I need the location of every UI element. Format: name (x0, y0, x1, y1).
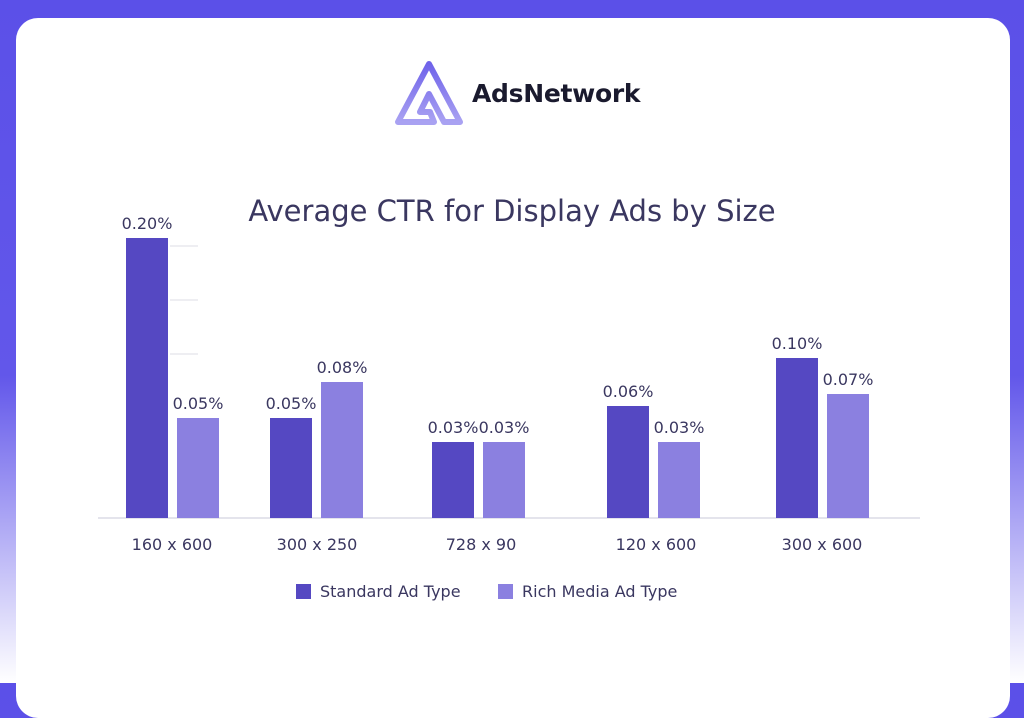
x-tick-label: 300 x 250 (277, 535, 358, 554)
brand-logo: AdsNetwork (394, 60, 640, 126)
legend-swatch-rich (498, 584, 513, 599)
legend-standard: Standard Ad Type (296, 582, 461, 601)
standard-bar (270, 418, 312, 518)
legend-rich: Rich Media Ad Type (498, 582, 677, 601)
data-label: 0.08% (317, 358, 368, 377)
standard-bar (776, 358, 818, 518)
standard-bar (126, 238, 168, 518)
legend-label-rich: Rich Media Ad Type (522, 582, 678, 601)
adsnetwork-logo-icon (395, 61, 463, 125)
data-label: 0.03% (654, 418, 705, 437)
brand-name: AdsNetwork (472, 78, 641, 108)
legend-swatch-standard (296, 584, 311, 599)
data-label: 0.20% (122, 214, 173, 233)
data-label: 0.03% (428, 418, 479, 437)
data-label: 0.05% (173, 394, 224, 413)
rich-bar (658, 442, 700, 518)
rich-bar (827, 394, 869, 518)
standard-bar (607, 406, 649, 518)
x-tick-label: 120 x 600 (616, 535, 697, 554)
data-label: 0.05% (266, 394, 317, 413)
data-label: 0.06% (603, 382, 654, 401)
data-label: 0.07% (823, 370, 874, 389)
data-label: 0.10% (772, 334, 823, 353)
rich-bar (321, 382, 363, 518)
data-label: 0.03% (479, 418, 530, 437)
rich-bar (177, 418, 219, 518)
chart-title: Average CTR for Display Ads by Size (248, 194, 776, 228)
x-tick-label: 300 x 600 (782, 535, 863, 554)
card (16, 18, 1010, 718)
legend-label-standard: Standard Ad Type (320, 582, 461, 601)
x-tick-label: 728 x 90 (446, 535, 517, 554)
rich-bar (483, 442, 525, 518)
x-tick-label: 160 x 600 (132, 535, 213, 554)
standard-bar (432, 442, 474, 518)
